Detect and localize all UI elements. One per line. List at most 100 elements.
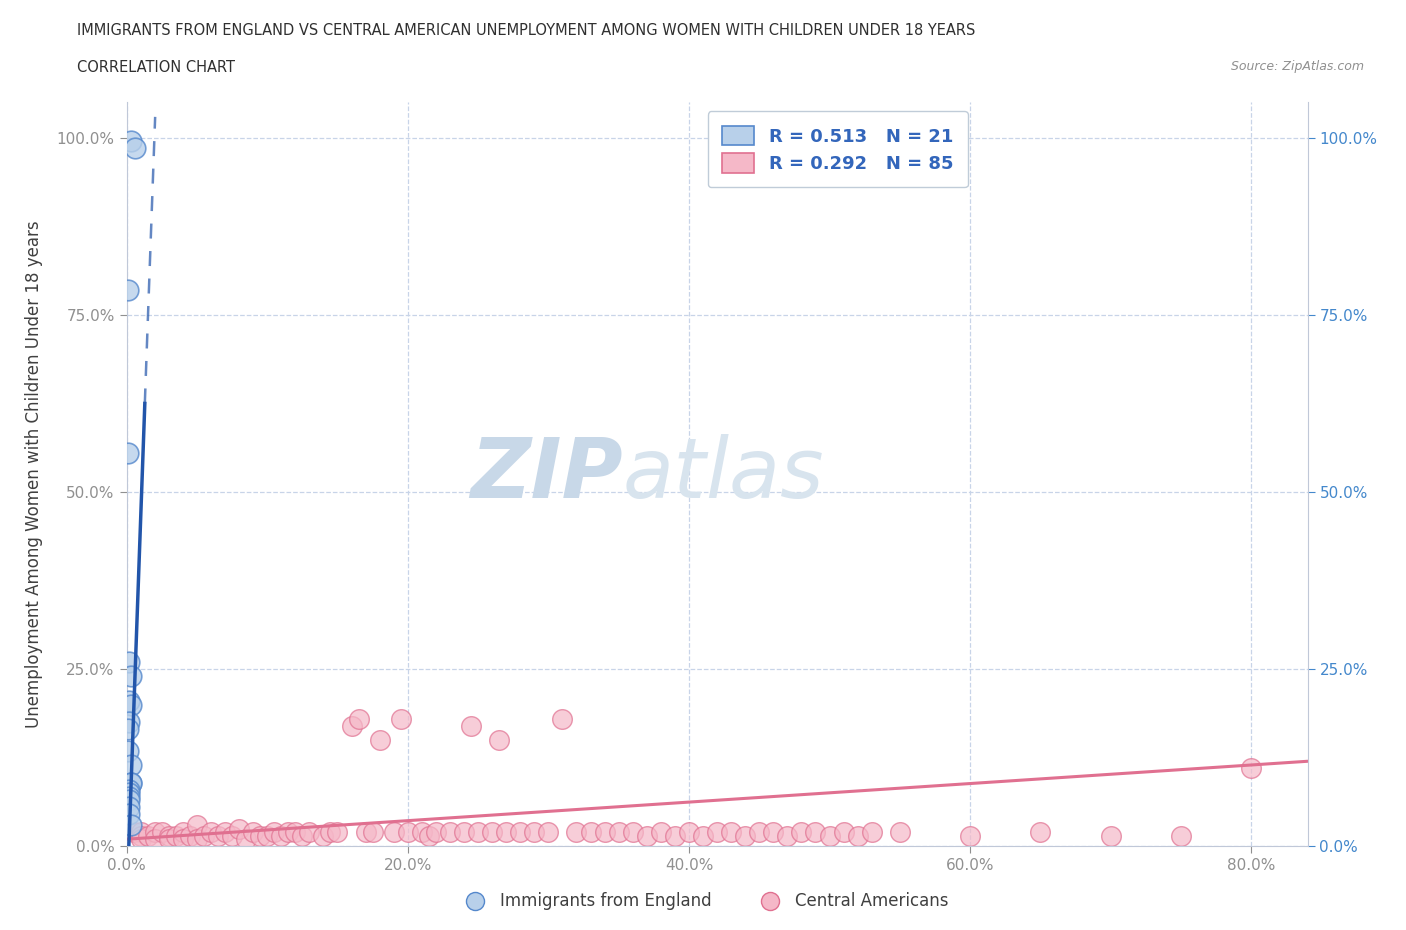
Point — [118, 786, 141, 801]
Point — [347, 711, 370, 726]
Point — [120, 817, 142, 832]
Point — [118, 655, 141, 670]
Point — [118, 792, 141, 807]
Point — [1170, 829, 1192, 844]
Point — [256, 829, 278, 844]
Point — [418, 829, 440, 844]
Point — [235, 831, 257, 846]
Point — [124, 141, 146, 156]
Text: CORRELATION CHART: CORRELATION CHART — [77, 60, 235, 75]
Point — [692, 829, 714, 844]
Point — [298, 825, 321, 840]
Point — [214, 825, 236, 840]
Point — [207, 829, 229, 844]
Point — [117, 743, 139, 758]
Point — [467, 825, 489, 840]
Point — [118, 782, 141, 797]
Point — [120, 134, 142, 149]
Point — [396, 825, 419, 840]
Point — [120, 698, 142, 712]
Point — [889, 825, 911, 840]
Text: Source: ZipAtlas.com: Source: ZipAtlas.com — [1230, 60, 1364, 73]
Point — [242, 825, 264, 840]
Text: ZIP: ZIP — [470, 433, 623, 515]
Point — [284, 825, 307, 840]
Point — [1240, 761, 1263, 776]
Point — [319, 825, 342, 840]
Point — [165, 829, 187, 844]
Text: atlas: atlas — [623, 433, 824, 515]
Point — [650, 825, 672, 840]
Point — [120, 757, 142, 772]
Point — [368, 733, 391, 748]
Point — [117, 283, 139, 298]
Point — [762, 825, 785, 840]
Point — [579, 825, 602, 840]
Point — [1099, 829, 1122, 844]
Point — [509, 825, 531, 840]
Point — [734, 829, 756, 844]
Point — [664, 829, 686, 844]
Point — [186, 831, 208, 846]
Point — [179, 829, 201, 844]
Point — [636, 829, 658, 844]
Point — [425, 825, 447, 840]
Point — [959, 829, 981, 844]
Point — [488, 733, 510, 748]
Point — [228, 821, 250, 836]
Point — [118, 790, 141, 804]
Point — [157, 829, 180, 844]
Point — [607, 825, 630, 840]
Point — [565, 825, 588, 840]
Point — [846, 829, 869, 844]
Point — [193, 829, 215, 844]
Legend: R = 0.513   N = 21, R = 0.292   N = 85: R = 0.513 N = 21, R = 0.292 N = 85 — [707, 112, 967, 187]
Point — [143, 831, 166, 846]
Point — [150, 825, 173, 840]
Point — [118, 800, 141, 815]
Point — [270, 829, 292, 844]
Point — [453, 825, 475, 840]
Point — [523, 825, 546, 840]
Point — [118, 715, 141, 730]
Point — [706, 825, 728, 840]
Point — [263, 825, 285, 840]
Y-axis label: Unemployment Among Women with Children Under 18 years: Unemployment Among Women with Children U… — [25, 220, 42, 728]
Point — [120, 775, 142, 790]
Point — [361, 825, 384, 840]
Point — [818, 829, 841, 844]
Point — [748, 825, 770, 840]
Point — [326, 825, 349, 840]
Point — [118, 807, 141, 822]
Point — [277, 825, 299, 840]
Point — [804, 825, 827, 840]
Point — [172, 831, 194, 846]
Point — [389, 711, 412, 726]
Point — [382, 825, 405, 840]
Point — [157, 831, 180, 846]
Point — [291, 829, 314, 844]
Point — [720, 825, 742, 840]
Point — [1029, 825, 1052, 840]
Point — [439, 825, 461, 840]
Point — [495, 825, 517, 840]
Point — [312, 829, 335, 844]
Point — [122, 825, 145, 840]
Point — [621, 825, 644, 840]
Point — [678, 825, 700, 840]
Point — [790, 825, 813, 840]
Point — [117, 445, 139, 460]
Legend: Immigrants from England, Central Americans: Immigrants from England, Central America… — [451, 885, 955, 917]
Point — [481, 825, 503, 840]
Point — [354, 825, 377, 840]
Point — [551, 711, 574, 726]
Point — [460, 718, 482, 733]
Point — [117, 722, 139, 737]
Point — [537, 825, 560, 840]
Point — [221, 829, 243, 844]
Point — [129, 831, 152, 846]
Point — [340, 718, 363, 733]
Point — [776, 829, 799, 844]
Text: IMMIGRANTS FROM ENGLAND VS CENTRAL AMERICAN UNEMPLOYMENT AMONG WOMEN WITH CHILDR: IMMIGRANTS FROM ENGLAND VS CENTRAL AMERI… — [77, 23, 976, 38]
Point — [593, 825, 616, 840]
